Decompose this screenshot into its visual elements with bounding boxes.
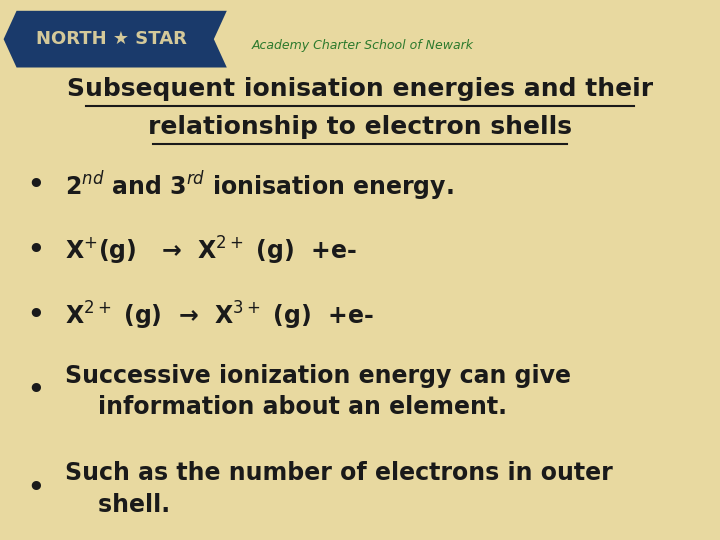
Text: •: • [27,379,45,404]
Text: X$^{+}$(g)   →  X$^{2+}$ (g)  +e-: X$^{+}$(g) → X$^{2+}$ (g) +e- [65,235,356,267]
Text: Successive ionization energy can give
    information about an element.: Successive ionization energy can give in… [65,364,571,419]
Text: 2$^{nd}$ and 3$^{rd}$ ionisation energy.: 2$^{nd}$ and 3$^{rd}$ ionisation energy. [65,170,454,203]
Text: NORTH ★ STAR: NORTH ★ STAR [36,30,187,48]
Text: Academy Charter School of Newark: Academy Charter School of Newark [252,39,474,52]
Text: X$^{2+}$ (g)  →  X$^{3+}$ (g)  +e-: X$^{2+}$ (g) → X$^{3+}$ (g) +e- [65,300,374,332]
Polygon shape [4,11,227,68]
Text: •: • [27,173,45,199]
Text: •: • [27,303,45,329]
Text: •: • [27,476,45,502]
Text: relationship to electron shells: relationship to electron shells [148,115,572,139]
Text: Such as the number of electrons in outer
    shell.: Such as the number of electrons in outer… [65,461,613,516]
Text: Subsequent ionisation energies and their: Subsequent ionisation energies and their [67,77,653,101]
Text: •: • [27,238,45,264]
